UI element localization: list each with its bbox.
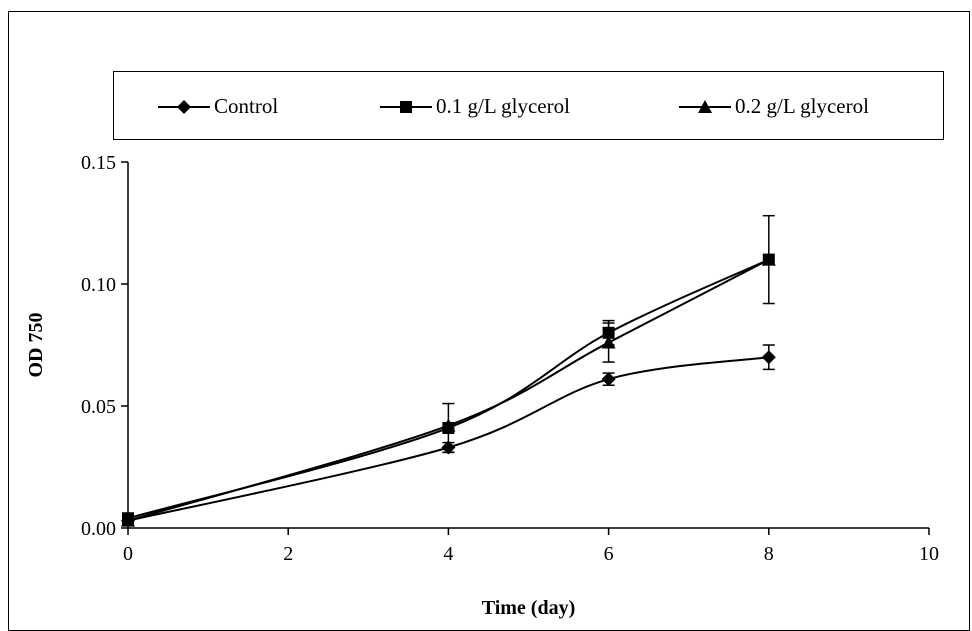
y-tick-label: 0.15 [81, 152, 116, 174]
legend-entry-control: Control [158, 72, 278, 141]
axes: 0.00 0.05 0.10 0.15 0 2 4 6 8 10 [81, 152, 939, 565]
legend-swatch-square [380, 100, 432, 113]
data-point-triangle [121, 513, 135, 527]
data-point-diamond [761, 350, 776, 365]
x-tick-label: 10 [919, 543, 939, 565]
series-line [127, 258, 770, 522]
series-line [127, 356, 769, 522]
legend-swatch-diamond [158, 99, 210, 114]
legend-label-glycerol-02: 0.2 g/L glycerol [735, 94, 869, 118]
series-2 [121, 252, 776, 527]
x-tick-label: 8 [764, 543, 774, 565]
series-line [127, 258, 770, 520]
x-tick-label: 2 [283, 543, 293, 565]
legend-swatch-triangle [679, 99, 731, 113]
data-point-triangle [761, 252, 776, 266]
legend-label-glycerol-01: 0.1 g/L glycerol [436, 94, 570, 118]
series-1 [122, 214, 775, 525]
x-tick-label: 4 [443, 543, 453, 565]
data-point-diamond [601, 372, 616, 387]
legend: Control 0.1 g/L glycerol 0.2 g/L glycero… [113, 71, 944, 140]
data-point-triangle [601, 335, 616, 349]
x-axis-title: Time (day) [482, 597, 576, 619]
series-layer [121, 214, 776, 528]
y-axis-title: OD 750 [25, 313, 47, 378]
data-point-triangle [441, 418, 456, 432]
legend-label-control: Control [214, 94, 279, 118]
x-tick-label: 6 [604, 543, 614, 565]
legend-entry-glycerol-02: 0.2 g/L glycerol [679, 72, 869, 141]
legend-entry-glycerol-01: 0.1 g/L glycerol [380, 72, 570, 141]
x-tick-label: 0 [123, 543, 133, 565]
y-tick-label: 0.05 [81, 396, 116, 418]
y-tick-label: 0.10 [81, 274, 116, 296]
y-tick-label: 0.00 [81, 518, 116, 540]
